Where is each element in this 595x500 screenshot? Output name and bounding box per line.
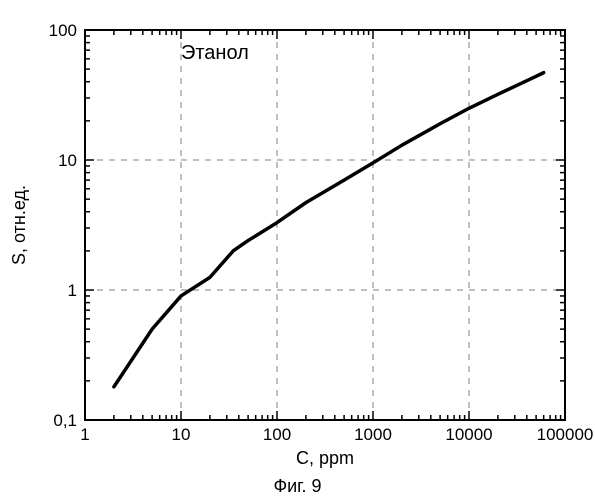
svg-text:100: 100 <box>263 425 291 444</box>
svg-text:1: 1 <box>80 425 89 444</box>
svg-text:100000: 100000 <box>537 425 594 444</box>
svg-text:10: 10 <box>172 425 191 444</box>
chart-svg: 1101001000100001000000,1110100C, ppmS, о… <box>0 0 595 500</box>
svg-text:100: 100 <box>49 21 77 40</box>
svg-text:S, отн.ед.: S, отн.ед. <box>9 185 29 265</box>
svg-text:10000: 10000 <box>445 425 492 444</box>
chart-container: 1101001000100001000000,1110100C, ppmS, о… <box>0 0 595 500</box>
svg-text:1: 1 <box>68 281 77 300</box>
svg-text:10: 10 <box>58 151 77 170</box>
svg-text:Этанол: Этанол <box>181 42 249 64</box>
svg-text:0,1: 0,1 <box>53 411 77 430</box>
svg-text:C, ppm: C, ppm <box>296 448 354 468</box>
figure-caption: Фиг. 9 <box>0 476 595 497</box>
svg-text:1000: 1000 <box>354 425 392 444</box>
